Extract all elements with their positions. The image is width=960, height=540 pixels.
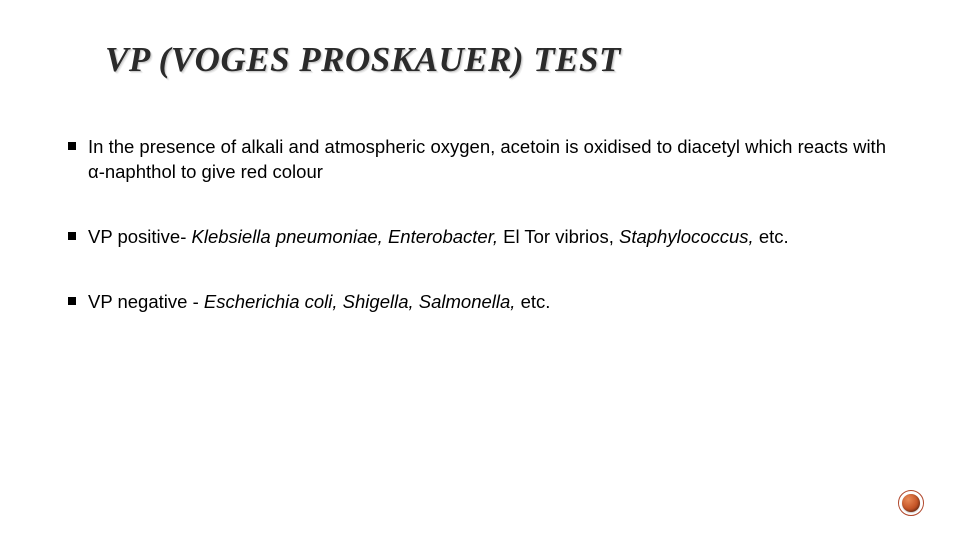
bullet-text: VP negative - Escherichia coli, Shigella… [88,290,550,315]
italic-segment: Escherichia coli, Shigella, Salmonella, [204,291,521,312]
bullet-list: In the presence of alkali and atmospheri… [50,135,910,315]
text-segment: In the presence of alkali and atmospheri… [88,136,886,182]
bullet-text: VP positive- Klebsiella pneumoniae, Ente… [88,225,789,250]
corner-decoration-icon [898,490,924,516]
bullet-item: VP positive- Klebsiella pneumoniae, Ente… [68,225,890,250]
text-segment: VP positive- [88,226,192,247]
italic-segment: Staphylococcus, [619,226,759,247]
bullet-item: In the presence of alkali and atmospheri… [68,135,890,185]
bullet-text: In the presence of alkali and atmospheri… [88,135,890,185]
text-segment: etc. [759,226,789,247]
text-segment: VP negative - [88,291,204,312]
bullet-marker-icon [68,142,76,150]
slide-title: VP (VOGES PROSKAUER) TEST [105,40,910,80]
text-segment: etc. [521,291,551,312]
text-segment: El Tor vibrios, [503,226,619,247]
bullet-item: VP negative - Escherichia coli, Shigella… [68,290,890,315]
bullet-marker-icon [68,232,76,240]
italic-segment: Klebsiella pneumoniae, Enterobacter, [192,226,504,247]
bullet-marker-icon [68,297,76,305]
slide: VP (VOGES PROSKAUER) TEST In the presenc… [0,0,960,540]
